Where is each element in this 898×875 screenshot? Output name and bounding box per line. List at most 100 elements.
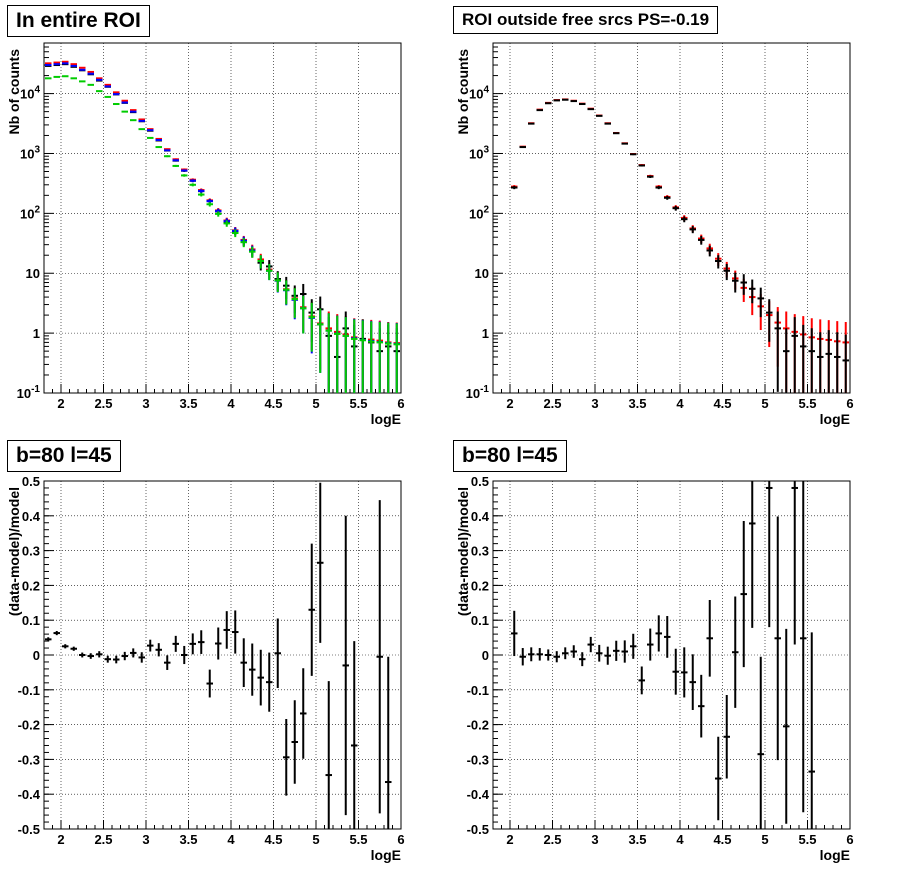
data-point [587,636,594,653]
x-tick-label: 3.5 [179,832,197,847]
data-point [732,596,739,708]
data-point [681,216,688,223]
data-point [536,648,543,661]
data-point [62,644,69,649]
data-point [681,647,688,698]
data-point [232,229,239,238]
data-point [249,643,256,696]
data-point [511,185,518,190]
data-point [283,719,290,796]
data-point [172,159,179,162]
x-tick-label: 6 [397,832,404,847]
x-tick-label: 5.5 [798,396,816,411]
y-tick-label: 0.1 [471,613,489,628]
y-tick-label: 1 [482,326,489,341]
data-point [308,543,315,676]
data-point [104,95,111,98]
data-point [342,317,349,393]
data-point [198,189,205,193]
data-point [604,646,611,665]
data-point [334,315,341,393]
data-point [138,119,145,122]
data-point [113,655,120,664]
data-point [215,211,222,217]
y-tick-label: 104 [469,85,489,102]
x-tick-label: 6 [846,396,853,411]
data-point [164,149,171,152]
data-point [385,656,392,829]
panel-title-bottom-right: b=80 l=45 [453,440,567,472]
data-point [198,630,205,654]
panel-title-bottom-left: b=80 l=45 [7,440,121,472]
x-tick-label: 4.5 [264,832,282,847]
y-tick-label: 0 [482,648,489,663]
x-tick-label: 5.5 [798,832,816,847]
x-tick-label: 2 [57,832,64,847]
x-tick-label: 3.5 [628,832,646,847]
data-point [181,645,188,665]
data-point [121,110,128,113]
x-axis-label: logE [820,411,850,427]
data-point [342,515,349,816]
panel-title-top-right: ROI outside free srcs PS=-0.19 [453,6,719,34]
data-point [791,481,798,645]
data-point [519,146,526,149]
data-point [570,645,577,658]
data-point [528,122,535,125]
data-point [834,332,841,393]
y-tick-label: -0.2 [467,718,489,733]
x-tick-label: 3 [142,832,149,847]
data-point [732,272,739,293]
data-point [638,666,645,695]
x-tick-label: 5 [312,832,319,847]
data-point [300,295,307,334]
x-tick-label: 5 [312,396,319,411]
data-point [613,132,620,135]
data-point [587,108,594,111]
y-axis-label: Nb of counts [455,49,471,135]
data-point [647,628,654,661]
y-tick-label: 10 [26,266,40,281]
data-point [79,652,86,658]
data-point [393,323,400,393]
x-tick-label: 3 [591,396,598,411]
data-point [96,651,103,658]
y-tick-label: -0.2 [18,718,40,733]
y-tick-label: -0.1 [467,683,489,698]
x-tick-label: 5 [761,832,768,847]
y-tick-label: 0.5 [471,474,489,489]
data-point [104,655,111,663]
x-tick-label: 5 [761,396,768,411]
data-point [817,332,824,393]
data-point [698,674,705,738]
x-tick-label: 4 [227,832,235,847]
data-point [249,246,256,258]
data-point [689,226,696,234]
data-point [325,681,332,829]
data-point [181,174,188,177]
x-tick-label: 2.5 [94,396,112,411]
data-point [240,638,247,688]
data-point [240,238,247,248]
data-point [519,648,526,666]
y-tick-label: 0.3 [22,544,40,559]
data-point [198,192,205,197]
plot-frame [43,42,402,394]
x-tick-label: 5.5 [349,396,367,411]
series [45,75,400,393]
y-tick-label: -0.5 [18,822,40,837]
data-point [45,637,52,642]
data-point [791,317,798,393]
x-axis-label: logE [371,847,401,863]
data-point [706,245,713,257]
y-tick-label: 102 [20,204,40,221]
x-tick-label: 4.5 [713,396,731,411]
data-point [274,618,281,689]
y-tick-label: 0 [33,648,40,663]
data-layer [511,481,815,829]
data-point [740,274,747,295]
data-point [536,109,543,112]
x-tick-label: 4 [676,832,684,847]
data-point [351,641,358,829]
x-tick-label: 2 [57,396,64,411]
